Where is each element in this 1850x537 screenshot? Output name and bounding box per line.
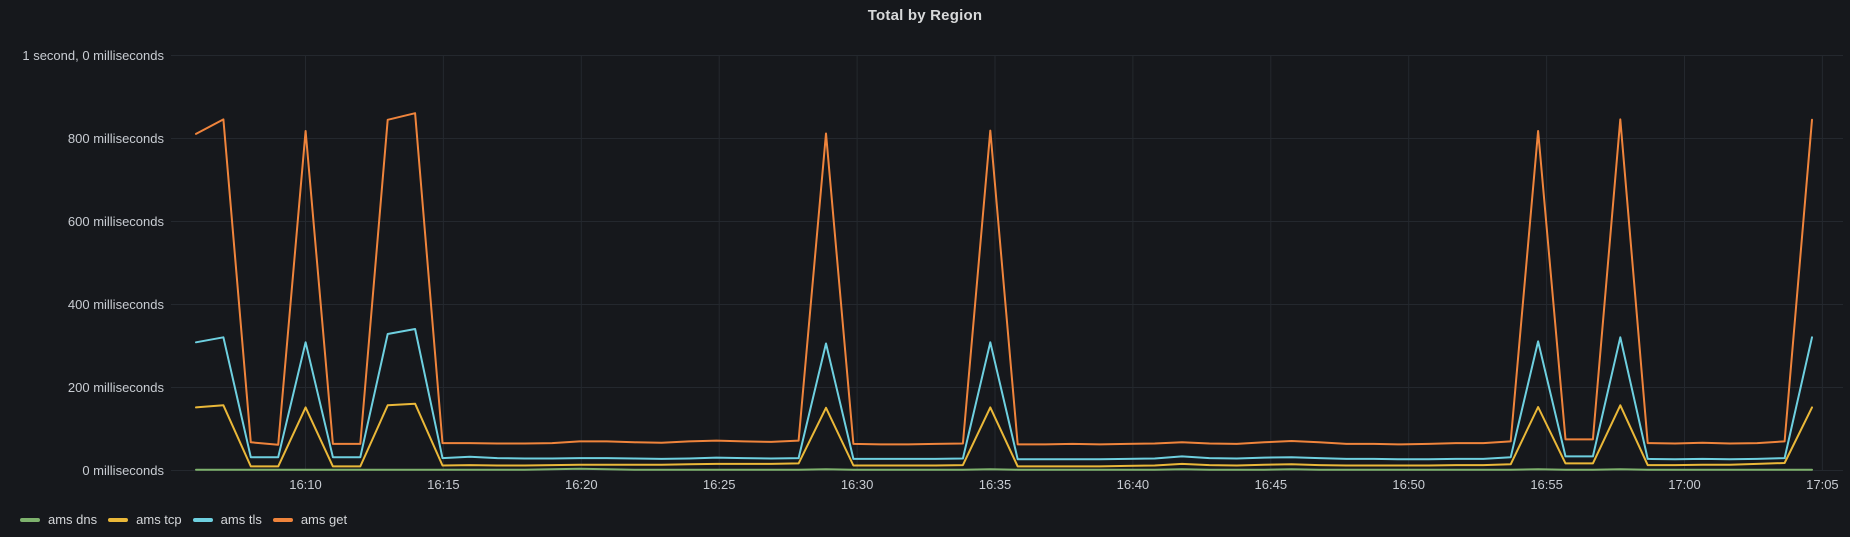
y-axis-label: 600 milliseconds [68,214,165,229]
y-axis-label: 200 milliseconds [68,380,165,395]
x-axis-label: 16:10 [289,477,322,492]
x-axis-label: 17:00 [1668,477,1701,492]
legend-label: ams tcp [136,512,182,527]
x-axis-label: 16:15 [427,477,460,492]
plot-area[interactable] [171,56,1843,471]
x-axis-label: 16:40 [1117,477,1150,492]
legend-marker-icon [108,517,129,522]
legend-label: ams tls [220,512,262,527]
series-line-ams-dns [195,467,1813,471]
x-axis-label: 16:30 [841,477,874,492]
series-line-ams-tcp [195,402,1813,468]
legend-marker-icon [20,517,40,522]
legend-marker-icon [192,517,213,522]
panel-title[interactable]: Total by Region [867,7,983,24]
legend-label: ams dns [48,512,98,527]
x-axis-label: 16:45 [1255,477,1288,492]
legend-item-ams-tcp[interactable]: ams tcp [108,512,182,527]
y-axis-label: 400 milliseconds [68,297,165,312]
legend-item-ams-dns[interactable]: ams dns [20,512,97,527]
x-axis-label: 16:50 [1392,477,1425,492]
legend-marker-icon [272,517,293,522]
legend-item-ams-tls[interactable]: ams tls [192,512,262,527]
x-axis-label: 16:35 [979,477,1012,492]
y-axis-label: 800 milliseconds [68,131,165,146]
y-axis-label: 1 second, 0 milliseconds [22,48,164,63]
series-line-ams-tls [195,328,1813,461]
series-line-ams-get [195,112,1813,446]
legend-item-ams-get[interactable]: ams get [272,512,348,527]
x-axis-label: 16:25 [703,477,736,492]
x-axis-label: 16:55 [1530,477,1563,492]
legend-label: ams get [300,512,348,527]
x-axis-label: 16:20 [565,477,598,492]
x-axis-label: 17:05 [1806,477,1839,492]
y-axis-label: 0 milliseconds [82,463,164,478]
legend: ams dns ams tcp ams tls ams get [20,512,347,527]
